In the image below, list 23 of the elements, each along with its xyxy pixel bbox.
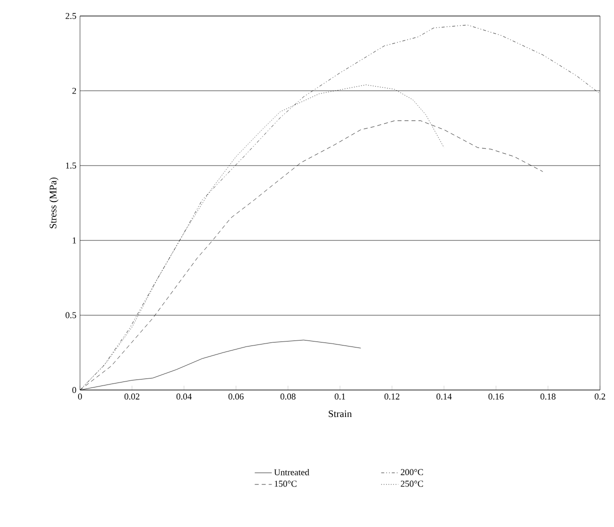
x-tick-label: 0.14 <box>436 394 452 400</box>
y-tick-label: 2.5 <box>66 12 76 20</box>
x-tick-label: 0.2 <box>594 394 606 400</box>
y-axis-title: Stress (MPa) <box>49 178 58 228</box>
legend-label: 250°C <box>400 480 423 487</box>
x-tick-label: 0.04 <box>176 394 192 400</box>
x-tick-label: 0.16 <box>488 394 504 400</box>
y-tick-label: 1.5 <box>66 162 76 169</box>
y-tick-label: 0 <box>72 386 76 394</box>
x-tick-label: 0.12 <box>384 394 400 400</box>
y-tick-label: 0.5 <box>66 312 76 318</box>
legend-label: Untreated <box>274 468 310 476</box>
x-tick-label: 0.06 <box>228 394 244 400</box>
y-tick-label: 2 <box>72 88 76 94</box>
x-tick-label: 0.02 <box>124 394 140 400</box>
x-axis-title: Strain <box>328 410 352 418</box>
y-tick-label: 1 <box>72 237 76 244</box>
legend-label: 200°C <box>400 469 423 476</box>
x-tick-label: 0.1 <box>334 394 346 400</box>
x-tick-label: 0.18 <box>540 394 556 400</box>
legend-label: 150°C <box>274 480 296 487</box>
x-tick-label: 0 <box>78 394 82 400</box>
x-tick-label: 0.08 <box>280 394 296 400</box>
